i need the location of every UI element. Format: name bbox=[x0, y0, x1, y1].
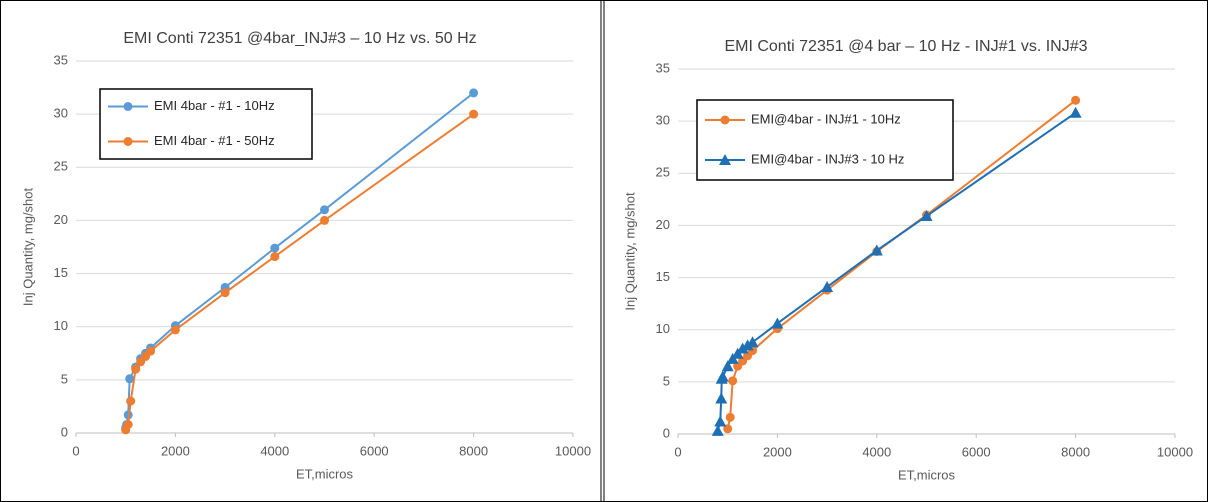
y-tick-label: 35 bbox=[54, 52, 68, 67]
data-point bbox=[131, 364, 141, 374]
y-tick-label: 0 bbox=[61, 424, 68, 439]
y-tick-label: 20 bbox=[656, 217, 670, 232]
y-tick-label: 25 bbox=[656, 165, 670, 180]
data-point bbox=[270, 252, 280, 262]
data-point bbox=[469, 88, 479, 98]
data-point bbox=[711, 424, 724, 436]
data-point bbox=[123, 419, 133, 429]
data-point bbox=[728, 376, 738, 386]
y-tick-label: 5 bbox=[61, 371, 68, 386]
x-axis-title: ET,micros bbox=[898, 467, 956, 482]
legend-box bbox=[99, 88, 313, 160]
data-point bbox=[721, 360, 734, 372]
x-tick-label: 2000 bbox=[763, 444, 792, 459]
data-point bbox=[714, 415, 727, 427]
data-point bbox=[1071, 95, 1081, 105]
data-point bbox=[736, 342, 749, 354]
legend-label: EMI 4bar - #1 - 50Hz bbox=[154, 133, 275, 148]
x-tick-label: 6000 bbox=[962, 444, 991, 459]
y-axis-title: Inj Quantity, mg/shot bbox=[20, 187, 35, 306]
data-point bbox=[469, 109, 479, 119]
data-point bbox=[125, 374, 135, 384]
data-point bbox=[821, 280, 834, 292]
x-tick-label: 10000 bbox=[555, 443, 591, 458]
y-tick-label: 10 bbox=[54, 318, 68, 333]
data-point bbox=[1069, 106, 1082, 118]
y-tick-label: 20 bbox=[54, 212, 68, 227]
x-tick-label: 8000 bbox=[1061, 444, 1090, 459]
data-point bbox=[220, 288, 230, 298]
data-point bbox=[320, 215, 329, 225]
x-tick-label: 4000 bbox=[862, 444, 891, 459]
data-point bbox=[920, 210, 933, 222]
y-tick-label: 25 bbox=[54, 159, 68, 174]
legend-marker bbox=[720, 115, 730, 125]
x-tick-label: 0 bbox=[674, 444, 681, 459]
legend-label: EMI 4bar - #1 - 10Hz bbox=[154, 98, 275, 113]
data-point bbox=[716, 370, 729, 382]
legend-label: EMI@4bar - INJ#3 - 10 Hz bbox=[751, 151, 904, 166]
data-point bbox=[771, 317, 784, 329]
data-point bbox=[270, 243, 280, 253]
x-tick-label: 10000 bbox=[1157, 444, 1193, 459]
chart-title: EMI Conti 72351 @4bar_INJ#3 – 10 Hz vs. … bbox=[123, 30, 476, 47]
y-tick-label: 0 bbox=[663, 425, 670, 440]
y-tick-label: 10 bbox=[656, 321, 670, 336]
chart-title: EMI Conti 72351 @4 bar – 10 Hz - INJ#1 v… bbox=[724, 38, 1087, 55]
x-tick-label: 6000 bbox=[360, 443, 389, 458]
data-point bbox=[715, 392, 728, 404]
y-tick-label: 30 bbox=[656, 113, 670, 128]
x-tick-label: 0 bbox=[72, 443, 79, 458]
data-point bbox=[723, 424, 733, 434]
x-tick-label: 4000 bbox=[260, 443, 289, 458]
series-line bbox=[124, 113, 475, 431]
y-tick-label: 15 bbox=[54, 265, 68, 280]
legend-box bbox=[696, 99, 954, 181]
x-axis-title: ET,micros bbox=[296, 466, 354, 481]
data-point bbox=[126, 396, 136, 406]
data-point bbox=[170, 325, 180, 335]
x-tick-label: 2000 bbox=[161, 443, 190, 458]
data-point bbox=[741, 339, 754, 351]
data-point bbox=[746, 336, 759, 348]
y-tick-label: 15 bbox=[656, 269, 670, 284]
y-tick-label: 30 bbox=[54, 106, 68, 121]
legend-marker bbox=[123, 102, 133, 111]
data-point bbox=[146, 346, 156, 356]
data-point bbox=[320, 205, 329, 215]
x-tick-label: 8000 bbox=[459, 443, 488, 458]
data-point bbox=[725, 412, 735, 422]
legend-marker bbox=[123, 137, 133, 146]
y-axis-title: Inj Quantity, mg/shot bbox=[622, 192, 637, 311]
legend-label: EMI@4bar - INJ#1 - 10Hz bbox=[751, 111, 901, 126]
data-point bbox=[870, 244, 883, 256]
legend-marker bbox=[719, 154, 731, 165]
y-tick-label: 35 bbox=[656, 60, 670, 75]
y-tick-label: 5 bbox=[663, 373, 670, 388]
